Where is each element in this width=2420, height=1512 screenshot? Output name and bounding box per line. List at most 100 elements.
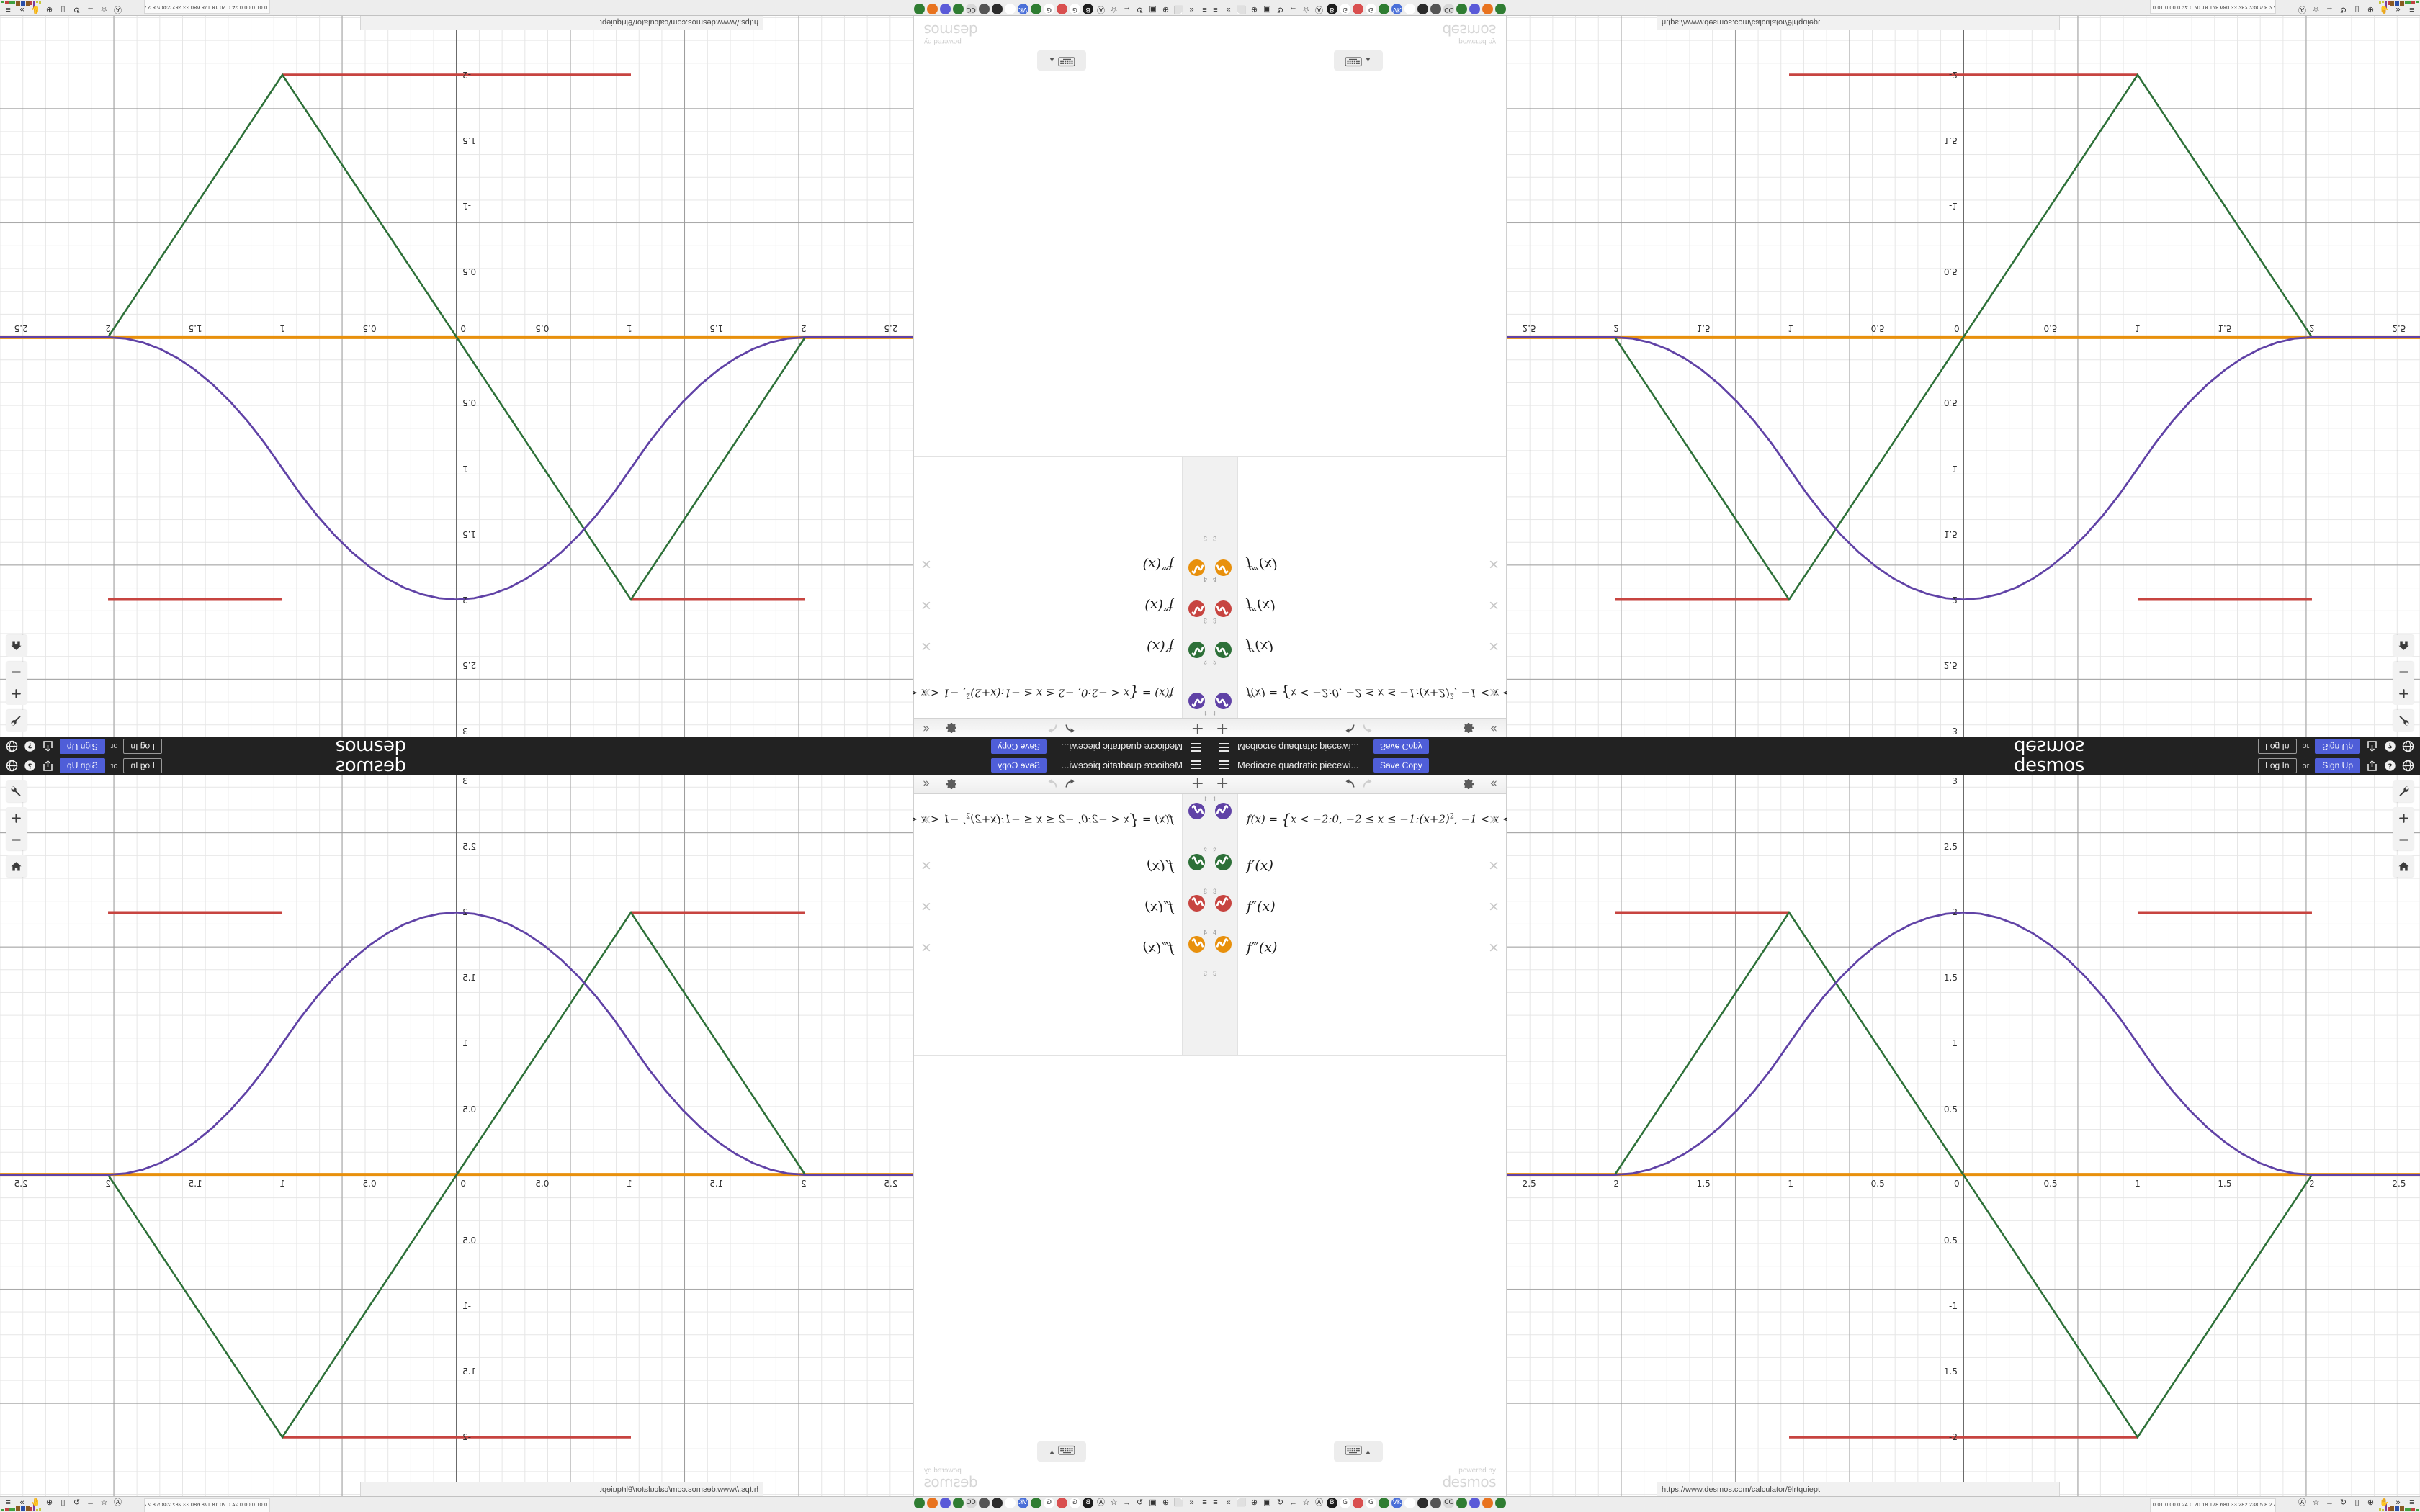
sign-up-button[interactable]: Sign Up [2315,758,2360,773]
translate-icon[interactable]: Ⓐ [114,1498,122,1507]
bookmark-star-icon[interactable]: ☆ [100,1498,108,1507]
delete-expression-button[interactable]: × [1488,811,1500,827]
translate-icon[interactable]: Ⓐ [1315,1498,1323,1507]
collapse-chevrons-icon[interactable]: « [1189,1498,1194,1507]
keyboard-toggle-button[interactable]: ▲ [1037,50,1087,71]
zoom-in-button[interactable] [2393,683,2414,705]
delete-expression-button[interactable]: × [920,557,932,572]
undo-icon[interactable] [1343,778,1355,793]
hamburger-menu-icon[interactable] [1219,742,1229,752]
quadrant-bottom-right[interactable]: Mediocre quadratic piecewi... Save Copy … [1210,756,2420,1512]
bookmark-star-icon[interactable]: ☆ [1110,5,1118,14]
sign-up-button[interactable]: Sign Up [2315,739,2360,754]
browser-app-icon[interactable] [940,1498,951,1508]
tab-group-icon[interactable]: ⬜ [1173,5,1184,14]
log-in-button[interactable]: Log In [123,758,162,773]
cc-app-icon[interactable]: CC [1443,1498,1454,1508]
refresh-icon[interactable]: ↻ [1136,1498,1144,1507]
translate-icon[interactable]: Ⓐ [1097,5,1105,14]
expression-row[interactable]: 3 f″(x) × [914,585,1210,626]
gear-icon[interactable] [1463,778,1474,793]
hand-cursor-icon[interactable] [1404,1498,1415,1508]
language-globe-icon[interactable] [2402,740,2414,752]
expression-input[interactable]: f(x) = {x < −2:0, −2 ≤ x ≤ −1:(x+2)2, −1… [715,794,1182,845]
desmos-app-icon-2[interactable] [1456,4,1467,14]
browser-app-icon[interactable] [1469,4,1480,14]
device-icon[interactable]: ▯ [60,1498,66,1507]
window-icon[interactable]: ▣ [1149,1498,1157,1507]
gear-icon[interactable] [1463,719,1474,734]
desmos-app-icon-2[interactable] [953,1498,964,1508]
menu-icon[interactable]: ≡ [1213,5,1218,14]
delete-expression-button[interactable]: × [920,940,932,955]
sign-up-button[interactable]: Sign Up [60,758,105,773]
expression-input[interactable]: f′(x) × [914,626,1182,667]
redo-icon[interactable] [1046,778,1058,793]
wrench-settings-button[interactable] [6,780,27,802]
graph-canvas[interactable]: -2.5 -2 -1.5 -1 -0.5 0.5 1 1.5 2 2.5 -2 -1.5 -1 -0.5 0… [1507,775,2420,1496]
delete-expression-button[interactable]: × [1488,685,1500,701]
translate-icon[interactable]: Ⓐ [2298,5,2306,14]
desmos-app-icon[interactable] [1379,1498,1389,1508]
keyboard-toggle-button[interactable]: ▲ [1333,50,1383,71]
log-in-button[interactable]: Log In [2258,758,2297,773]
back-arrow-icon[interactable]: ← [1289,1498,1297,1507]
hand-icon[interactable]: ✋ [2379,1498,2390,1507]
add-expression-button[interactable]: + [1216,775,1229,793]
cc-app-icon[interactable]: CC [966,1498,977,1508]
expression-row[interactable]: 2 f′(x) × [1210,626,1506,667]
reload-icon[interactable]: ↻ [73,5,81,14]
collapse-panel-button[interactable]: « [923,721,931,736]
expression-row[interactable]: 1 f(x) = {x < −2:0, −2 ≤ x ≤ −1:(x+2)2, −… [715,794,1210,845]
help-icon[interactable]: ? [24,740,36,752]
expression-color-dot-red[interactable] [1215,895,1232,912]
expression-input[interactable]: f″(x) × [1238,585,1506,626]
expression-input[interactable]: f(x) = {x < −2:0, −2 ≤ x ≤ −1:(x+2)2, −1… [715,667,1182,718]
expression-row[interactable]: 3 f″(x) × [1210,886,1506,927]
refresh-icon[interactable]: ↻ [1276,1498,1284,1507]
graph-canvas[interactable]: -2.5 -2 -1.5 -1 -0.5 0.5 1 1.5 2 2.5 -2 -1.5 -1 -0.5 0… [0,775,913,1496]
browser-app-icon[interactable] [940,4,951,14]
expression-input[interactable]: f‴(x) × [1238,544,1506,585]
delete-expression-button[interactable]: × [1488,940,1500,955]
expression-input[interactable] [914,968,1182,1055]
menu-icon[interactable]: ≡ [1202,1498,1207,1507]
document-title[interactable]: Mediocre quadratic piecewi... [1061,742,1183,752]
expression-input[interactable] [1238,968,1506,1055]
expression-row[interactable]: 3 f″(x) × [914,886,1210,927]
expression-row[interactable]: 4 f‴(x) × [914,927,1210,968]
home-reset-button[interactable] [2393,635,2414,657]
help-icon[interactable]: ? [24,760,36,772]
expression-row[interactable]: 3 f″(x) × [1210,585,1506,626]
undo-icon[interactable] [1343,719,1355,734]
zoom-out-button[interactable] [2393,829,2414,850]
expand-chevrons-icon[interactable]: » [2396,1498,2401,1507]
forward-arrow-icon[interactable]: → [86,5,94,14]
trash-app-icon[interactable] [992,4,1003,14]
help-icon[interactable]: ? [2384,740,2396,752]
hamburger-icon[interactable]: ≡ [6,5,11,14]
translate-icon[interactable]: Ⓐ [1097,1498,1105,1507]
hamburger-icon[interactable]: ≡ [2409,5,2414,14]
zoom-in-button[interactable] [6,683,27,705]
hand-icon[interactable]: ✋ [30,1498,41,1507]
bookmark-star-icon[interactable]: ☆ [1302,5,1310,14]
expression-color-dot-purple[interactable] [1215,803,1232,819]
undo-icon[interactable] [1065,778,1077,793]
expression-row[interactable]: 1 f(x) = {x < −2:0, −2 ≤ x ≤ −1:(x+2)2, −… [1210,667,1705,718]
back-arrow-icon[interactable]: ← [1123,5,1131,14]
document-title[interactable]: Mediocre quadratic piecewi... [1237,742,1359,752]
expression-color-dot-red[interactable] [1215,600,1232,617]
save-copy-button[interactable]: Save Copy [1373,739,1429,754]
expression-input[interactable]: f‴(x) × [1238,927,1506,968]
expression-color-dot-orange[interactable] [1215,559,1232,576]
refresh-icon[interactable]: ↻ [1136,5,1144,14]
keyboard-toggle-button[interactable]: ▲ [1333,1441,1383,1462]
graph-canvas[interactable]: -2.5 -2 -1.5 -1 -0.5 0.5 1 1.5 2 2.5 -2 -1.5 -1 -0.5 0… [0,16,913,737]
tab-group-icon[interactable]: ⬜ [1236,1498,1247,1507]
blender-app-icon[interactable]: B [1083,4,1093,14]
bookmark-star-icon[interactable]: ☆ [2312,1498,2320,1507]
trash-app-icon[interactable] [992,1498,1003,1508]
reload-icon[interactable]: ↻ [73,1498,81,1507]
hand-icon[interactable]: ✋ [2379,5,2390,14]
